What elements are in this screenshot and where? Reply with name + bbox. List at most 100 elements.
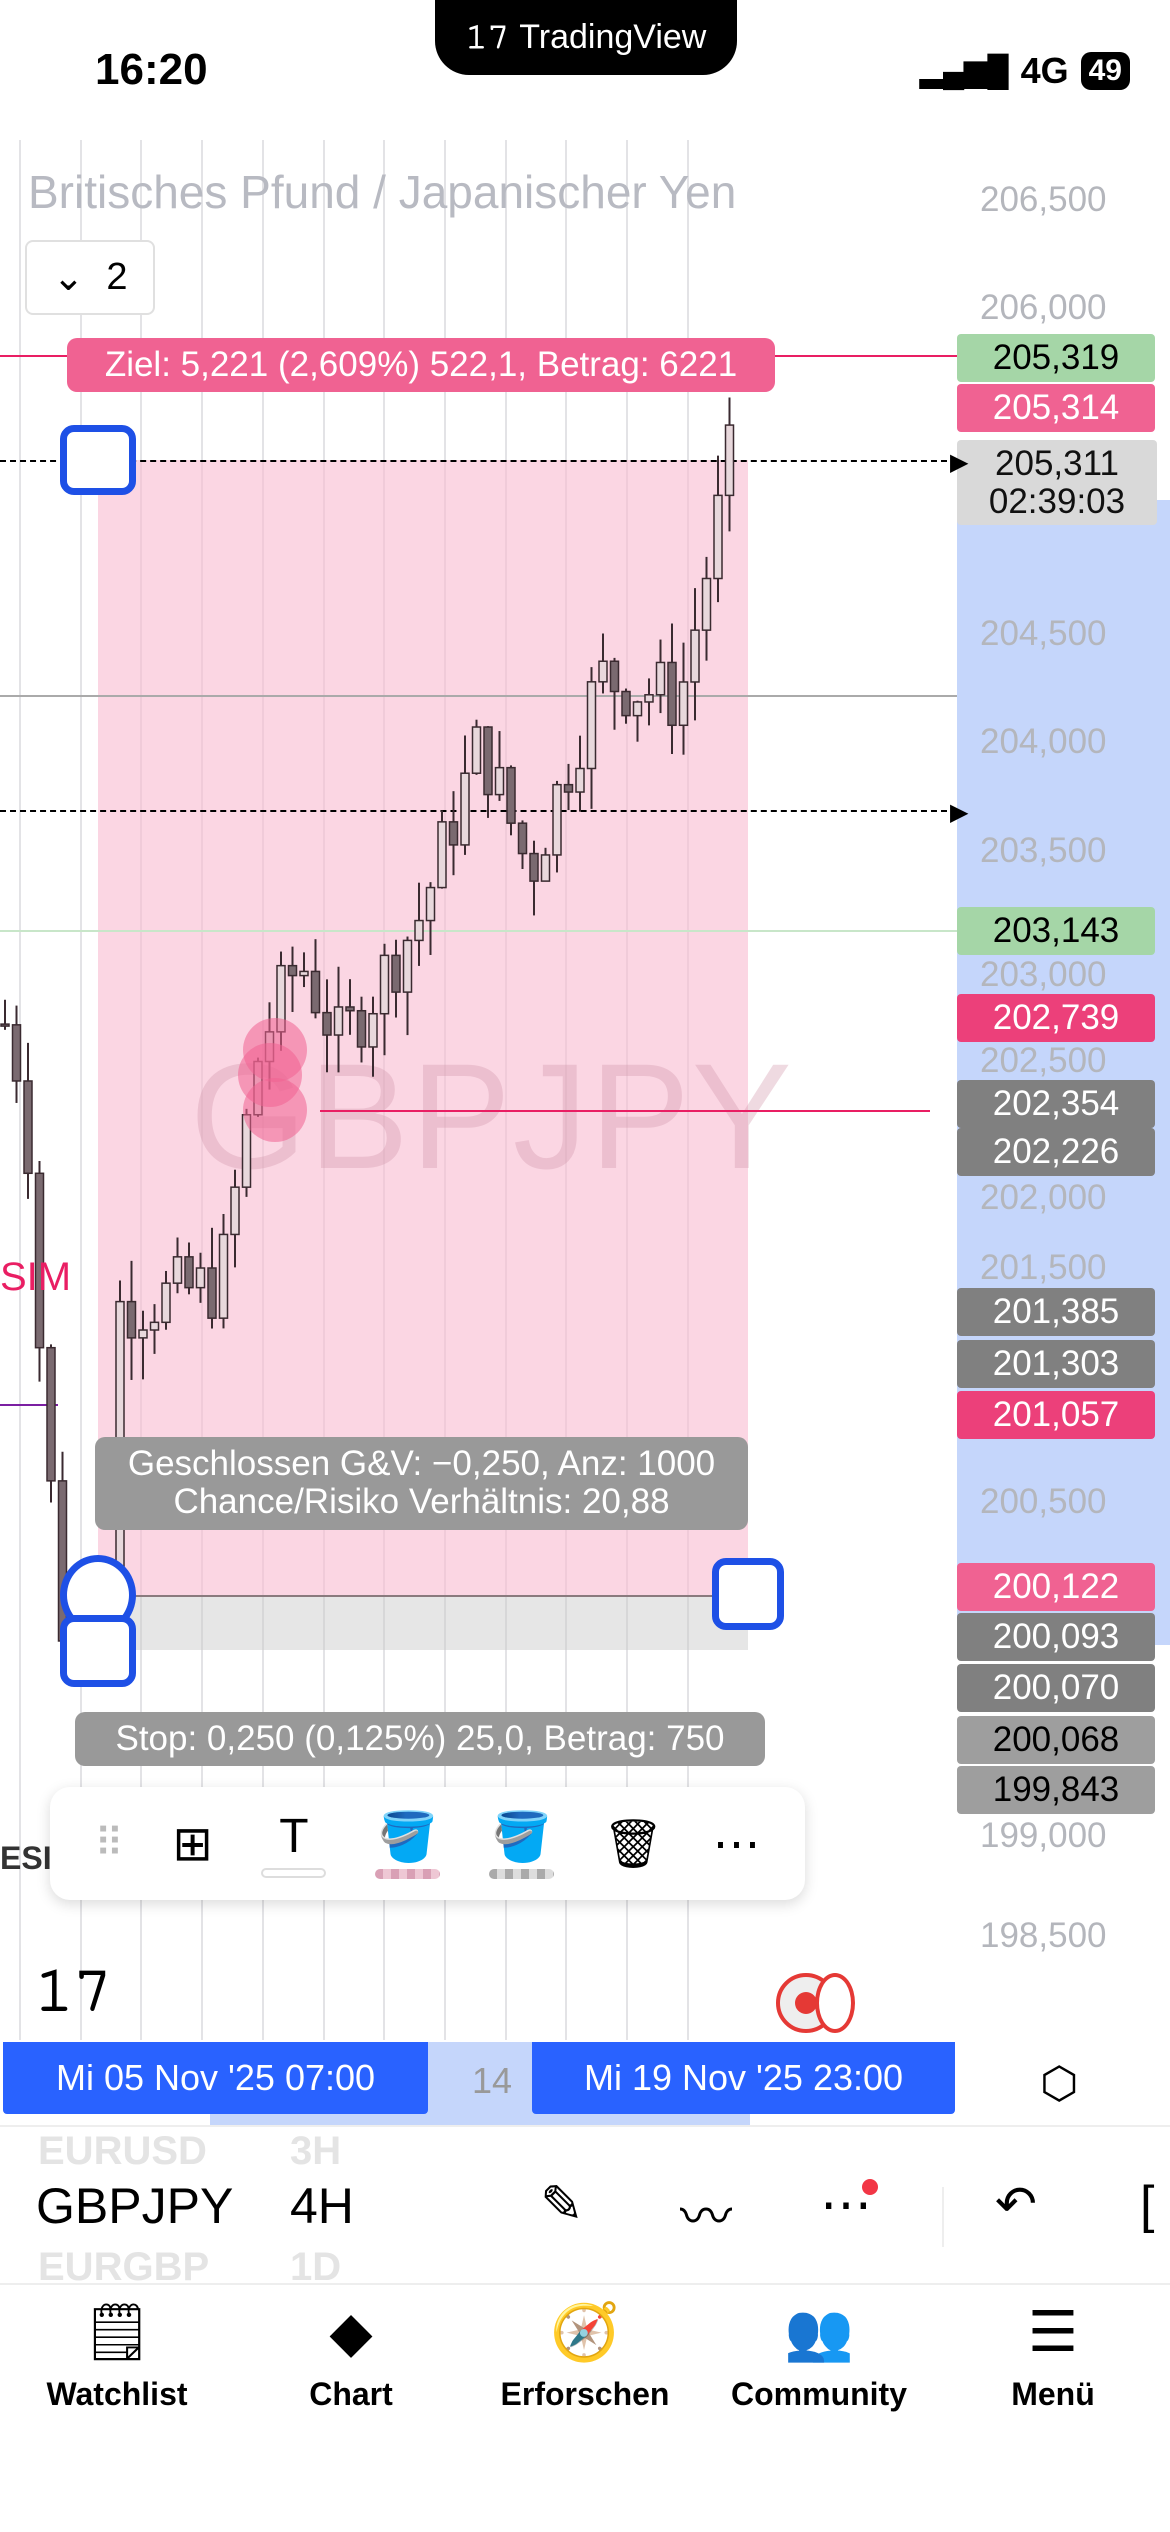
undo-icon[interactable]: ↶ xyxy=(995,2176,1037,2232)
next-interval[interactable]: 1D xyxy=(290,2245,342,2289)
axis-tick-label: 206,000 xyxy=(980,288,1107,327)
axis-tick-label: 203,000 xyxy=(980,955,1107,994)
candle xyxy=(586,667,597,809)
status-indicators: ▂▄▆█ 4G 49 xyxy=(920,50,1130,92)
candle xyxy=(149,1304,160,1354)
candle xyxy=(632,700,643,742)
nav-community[interactable]: 👥 Community xyxy=(702,2290,936,2420)
drawing-toolbar: ⠿ ⊞ T 🪣 🪣 🗑 ⋯ xyxy=(50,1787,805,1900)
axis-tick-label: 202,500 xyxy=(980,1041,1107,1080)
dropdown-count: 2 xyxy=(106,256,128,298)
tradingview-logo-icon: 𝟷𝟽 xyxy=(35,1956,113,2023)
uk-flag-icon[interactable] xyxy=(815,1973,855,2033)
watchlist-icon: 🗒 xyxy=(81,2300,153,2363)
time-axis-label: 14 xyxy=(472,2060,513,2101)
fullscreen-icon[interactable]: [ xyxy=(1140,2176,1155,2234)
nav-label: Community xyxy=(731,2376,907,2412)
candle xyxy=(184,1242,194,1295)
trash-icon[interactable]: 🗑 xyxy=(602,1818,664,1871)
horizontal-line[interactable] xyxy=(0,695,957,697)
menu-icon: ☰ xyxy=(1027,2300,1079,2363)
candle xyxy=(126,1260,137,1380)
nav-explore[interactable]: 🧭 Erforschen xyxy=(468,2290,702,2420)
axis-tick-label: 199,000 xyxy=(980,1816,1107,1855)
interval-selector[interactable]: 4H xyxy=(290,2178,354,2234)
pnl-tooltip: Geschlossen G&V: −0,250, Anz: 1000 Chanc… xyxy=(95,1437,748,1530)
candle xyxy=(494,731,505,801)
candle xyxy=(621,688,631,724)
candle xyxy=(437,810,447,889)
axis-tick-label: 204,000 xyxy=(980,722,1107,761)
bottom-nav: 🗒 Watchlist ◆ Chart 🧭 Erforschen 👥 Community… xyxy=(0,2290,1170,2420)
axis-tick-label: 198,500 xyxy=(980,1915,1107,1955)
candle xyxy=(563,763,574,811)
current-price: 205,311 xyxy=(995,443,1119,483)
settings-icon[interactable]: ⬡ xyxy=(1040,2059,1079,2108)
prev-symbol[interactable]: EURUSD xyxy=(38,2129,207,2173)
target-handle[interactable] xyxy=(60,425,136,495)
trade-marker[interactable] xyxy=(243,1078,307,1142)
price-label: 203,143 xyxy=(957,907,1155,955)
candle xyxy=(471,719,482,775)
stop-handle[interactable] xyxy=(60,1615,136,1687)
candle xyxy=(724,397,735,532)
prev-interval[interactable]: 3H xyxy=(290,2129,342,2173)
dashed-horizontal-line[interactable] xyxy=(0,810,957,812)
axis-tick-label: 200,500 xyxy=(980,1481,1107,1521)
background-color-icon[interactable]: 🪣 xyxy=(489,1808,555,1879)
axis-tick-label: 201,500 xyxy=(980,1248,1107,1287)
signal-icon: ▂▄▆█ xyxy=(919,54,1009,88)
candle xyxy=(402,936,413,1036)
candle xyxy=(483,726,493,818)
nav-label: Erforschen xyxy=(500,2376,670,2412)
compass-icon: 🧭 xyxy=(550,2300,620,2363)
symbol-selector[interactable]: GBPJPY xyxy=(36,2178,234,2234)
add-to-favorites-icon[interactable]: ⊞ xyxy=(172,1817,213,1871)
nav-label: Watchlist xyxy=(46,2376,188,2412)
sim-label: SIM xyxy=(0,1255,72,1299)
green-level-line xyxy=(0,930,957,932)
candle xyxy=(356,996,367,1063)
text-icon[interactable]: T xyxy=(261,1809,327,1878)
next-symbol[interactable]: EURGBP xyxy=(38,2245,210,2289)
fill-color-icon[interactable]: 🪣 xyxy=(375,1808,441,1879)
start-date-label: Mi 05 Nov '25 07:00 xyxy=(3,2042,428,2114)
price-label: 202,354 xyxy=(957,1080,1155,1128)
candle xyxy=(506,765,516,836)
price-label: 201,303 xyxy=(957,1340,1155,1388)
nav-watchlist[interactable]: 🗒 Watchlist xyxy=(0,2290,234,2420)
candle xyxy=(11,1005,22,1103)
price-label: 200,093 xyxy=(957,1613,1155,1661)
candle xyxy=(644,678,654,726)
candle xyxy=(701,556,712,661)
price-label: 200,122 xyxy=(957,1563,1155,1611)
candle xyxy=(517,820,528,869)
price-label: 202,226 xyxy=(957,1128,1155,1176)
pnl-text: Geschlossen G&V: −0,250, Anz: 1000 xyxy=(127,1444,716,1483)
candle xyxy=(425,882,436,955)
indicator-dropdown[interactable]: ⌄ 2 xyxy=(25,240,155,315)
app-pill-label: TradingView xyxy=(519,18,707,56)
range-end-handle[interactable] xyxy=(712,1558,784,1630)
candle xyxy=(552,780,562,873)
stop-label: Stop: 0,250 (0,125%) 25,0, Betrag: 750 xyxy=(75,1712,765,1766)
candle xyxy=(713,455,723,603)
more-icon[interactable]: ⋯ xyxy=(712,1817,761,1871)
nav-menu[interactable]: ☰ Menü xyxy=(936,2290,1170,2420)
candle xyxy=(667,623,677,755)
nav-chart[interactable]: ◆ Chart xyxy=(234,2290,468,2420)
candle xyxy=(310,939,321,1019)
purple-line xyxy=(0,1404,58,1406)
indicators-icon[interactable]: 〰 xyxy=(680,2189,733,2247)
candle xyxy=(207,1227,217,1329)
axis-tick-label: 202,000 xyxy=(980,1178,1107,1217)
network-label: 4G xyxy=(1020,50,1069,91)
candle xyxy=(655,639,666,714)
candle xyxy=(448,791,459,876)
drag-handle-icon[interactable]: ⠿ xyxy=(94,1821,124,1866)
more-options-icon[interactable]: ⋯ xyxy=(820,2175,878,2235)
price-pointer-icon: ▶ xyxy=(950,449,969,476)
symbol-bar: EURUSD 3H GBPJPY 4H EURGBP 1D ✎ 〰 ⋯ ↶ [ xyxy=(0,2125,1170,2289)
drawing-tools-icon[interactable]: ✎ xyxy=(540,2176,584,2234)
candle xyxy=(368,996,378,1077)
